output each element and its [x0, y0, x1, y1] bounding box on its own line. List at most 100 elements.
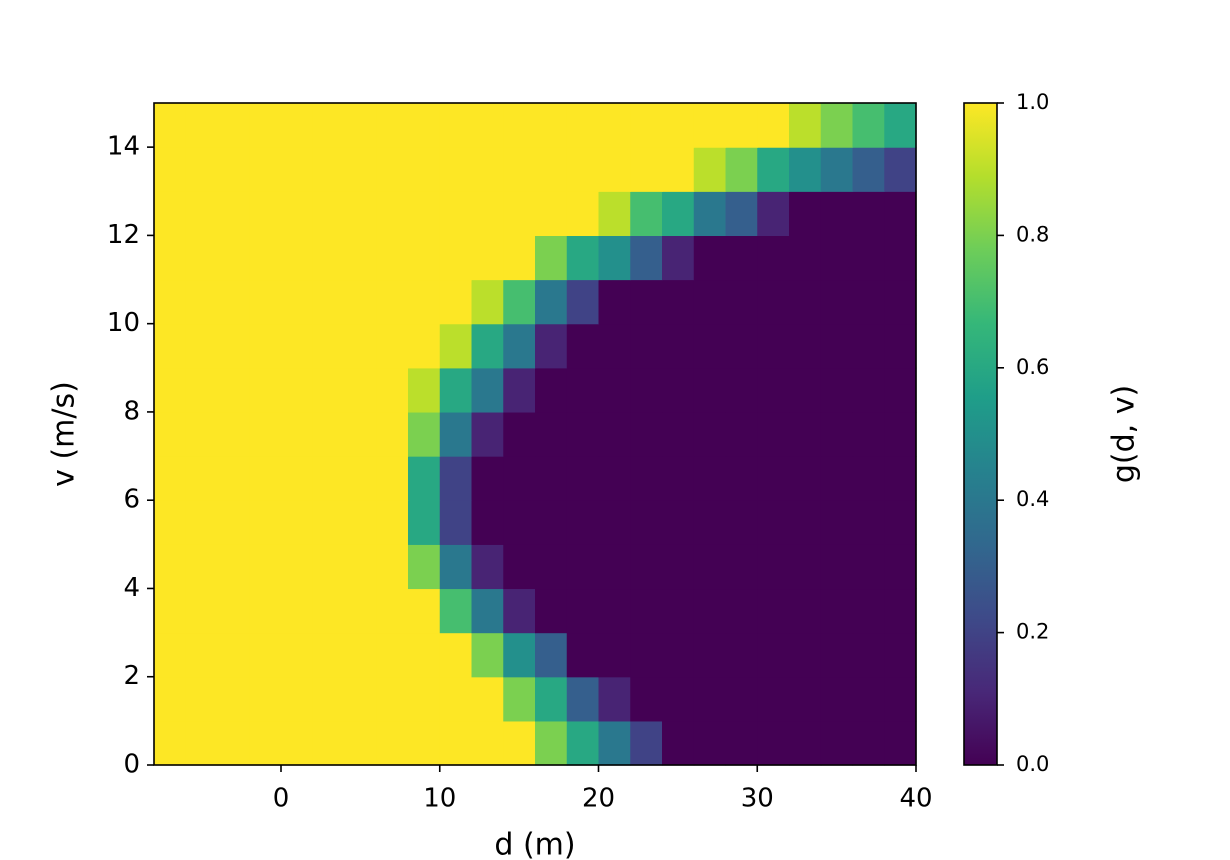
heatmap-cell [535, 544, 568, 590]
heatmap-cell [312, 411, 346, 457]
heatmap-cell [884, 367, 917, 413]
heatmap-cell [598, 147, 631, 192]
heatmap-cell [693, 676, 727, 722]
heatmap-cell [344, 367, 377, 413]
heatmap-cell [630, 147, 663, 192]
heatmap-cell [154, 235, 187, 281]
heatmap-cell [757, 191, 790, 236]
heatmap-cell [312, 676, 346, 722]
heatmap-cell [725, 235, 758, 281]
heatmap-cell [693, 500, 727, 545]
heatmap-cell [439, 411, 473, 457]
heatmap-cell [185, 456, 219, 501]
heatmap-cell [630, 632, 663, 678]
heatmap-cell [376, 411, 409, 457]
heatmap-cell [471, 676, 504, 722]
heatmap-cell [312, 323, 346, 369]
heatmap-cell [185, 367, 219, 413]
heatmap-cell [535, 235, 568, 281]
heatmap-cell [408, 235, 441, 281]
heatmap-cell [725, 411, 758, 457]
heatmap-cell [566, 323, 600, 369]
heatmap-cell [757, 500, 790, 545]
heatmap-cell [757, 323, 790, 369]
heatmap-cell [820, 456, 854, 501]
heatmap-cell [884, 323, 917, 369]
heatmap-cell [217, 367, 250, 413]
heatmap-cell [598, 279, 631, 325]
heatmap-cell [630, 323, 663, 369]
heatmap-cell [820, 720, 854, 766]
heatmap-cell [725, 279, 758, 325]
heatmap-cell [662, 632, 695, 678]
heatmap-cell [662, 676, 695, 722]
heatmap-cell [154, 720, 187, 766]
heatmap-cell [471, 323, 504, 369]
heatmap-cell [408, 456, 441, 501]
heatmap-cell [312, 103, 346, 148]
heatmap-cell [566, 279, 600, 325]
heatmap-cell [789, 456, 822, 501]
heatmap-cell [408, 676, 441, 722]
heatmap-cell [439, 720, 473, 766]
heatmap-cell [439, 544, 473, 590]
heatmap-cell [185, 103, 219, 148]
heatmap-cell [757, 544, 790, 590]
heatmap-cell [566, 456, 600, 501]
heatmap-cell [217, 544, 250, 590]
heatmap-cell [662, 147, 695, 192]
heatmap-cell [312, 456, 346, 501]
heatmap-cell [852, 456, 885, 501]
heatmap-cell [249, 411, 282, 457]
heatmap-cell [281, 500, 314, 545]
heatmap-cell [789, 279, 822, 325]
y-tick-label: 2 [123, 661, 140, 691]
y-tick-label: 12 [107, 220, 140, 250]
heatmap-cell [820, 235, 854, 281]
heatmap-cell [693, 588, 727, 634]
heatmap-cell [598, 588, 631, 634]
colorbar-tick-label: 1.0 [1016, 90, 1049, 114]
heatmap-cell [408, 147, 441, 192]
heatmap-cell [344, 588, 377, 634]
heatmap-cell [503, 720, 536, 766]
heatmap-cell [249, 456, 282, 501]
heatmap-cell [535, 147, 568, 192]
heatmap-cell [408, 544, 441, 590]
heatmap-cell [852, 147, 885, 192]
heatmap-cell [693, 235, 727, 281]
heatmap-cell [376, 676, 409, 722]
heatmap-cell [185, 500, 219, 545]
heatmap-cell [376, 720, 409, 766]
heatmap-cell [662, 279, 695, 325]
heatmap-cell [725, 456, 758, 501]
heatmap-cell [503, 676, 536, 722]
heatmap-cell [598, 411, 631, 457]
heatmap-cell [884, 147, 917, 192]
heatmap-cell [344, 500, 377, 545]
heatmap-cell [725, 191, 758, 236]
heatmap-cell [535, 323, 568, 369]
heatmap-cell [884, 279, 917, 325]
heatmap-cell [344, 103, 377, 148]
heatmap-cell [312, 279, 346, 325]
heatmap-cell [376, 103, 409, 148]
heatmap-cell [566, 676, 600, 722]
heatmap-cell [725, 676, 758, 722]
heatmap-cell [852, 367, 885, 413]
heatmap-cell [281, 323, 314, 369]
heatmap-cell [789, 367, 822, 413]
heatmap-cell [630, 191, 663, 236]
heatmap-cell [820, 323, 854, 369]
heatmap-cell [185, 544, 219, 590]
heatmap-cell [725, 323, 758, 369]
heatmap-cell [503, 235, 536, 281]
heatmap-cell [566, 500, 600, 545]
heatmap-cell [662, 367, 695, 413]
heatmap-cell [662, 235, 695, 281]
heatmap-cell [217, 500, 250, 545]
heatmap-cell [471, 544, 504, 590]
heatmap-cell [503, 279, 536, 325]
heatmap-cell [789, 323, 822, 369]
heatmap-cell [630, 235, 663, 281]
